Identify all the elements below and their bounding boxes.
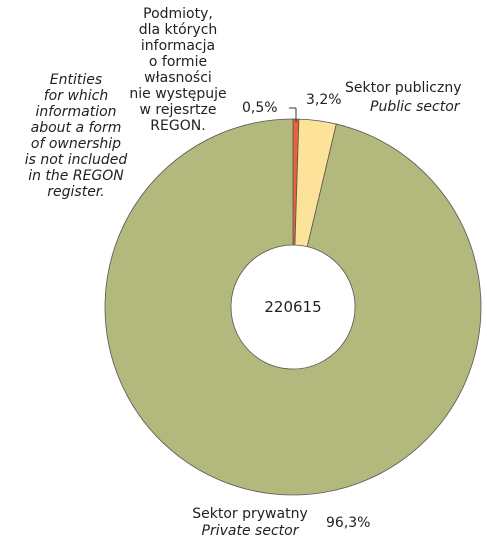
value-label: 96,3% bbox=[326, 515, 371, 531]
category-label-en: Public sector bbox=[370, 99, 460, 115]
category-label-en: Private sector bbox=[201, 523, 299, 539]
category-label-en: Entities for which information about a f… bbox=[24, 72, 128, 200]
category-label: Sektor publiczny bbox=[345, 80, 462, 96]
value-label: 3,2% bbox=[306, 92, 342, 108]
category-label: Podmioty, dla których informacja o formi… bbox=[129, 6, 227, 134]
center-total: 220615 bbox=[264, 298, 321, 316]
slice bbox=[104, 118, 482, 496]
value-label: 0,5% bbox=[242, 100, 278, 116]
category-label: Sektor prywatny bbox=[192, 506, 308, 522]
